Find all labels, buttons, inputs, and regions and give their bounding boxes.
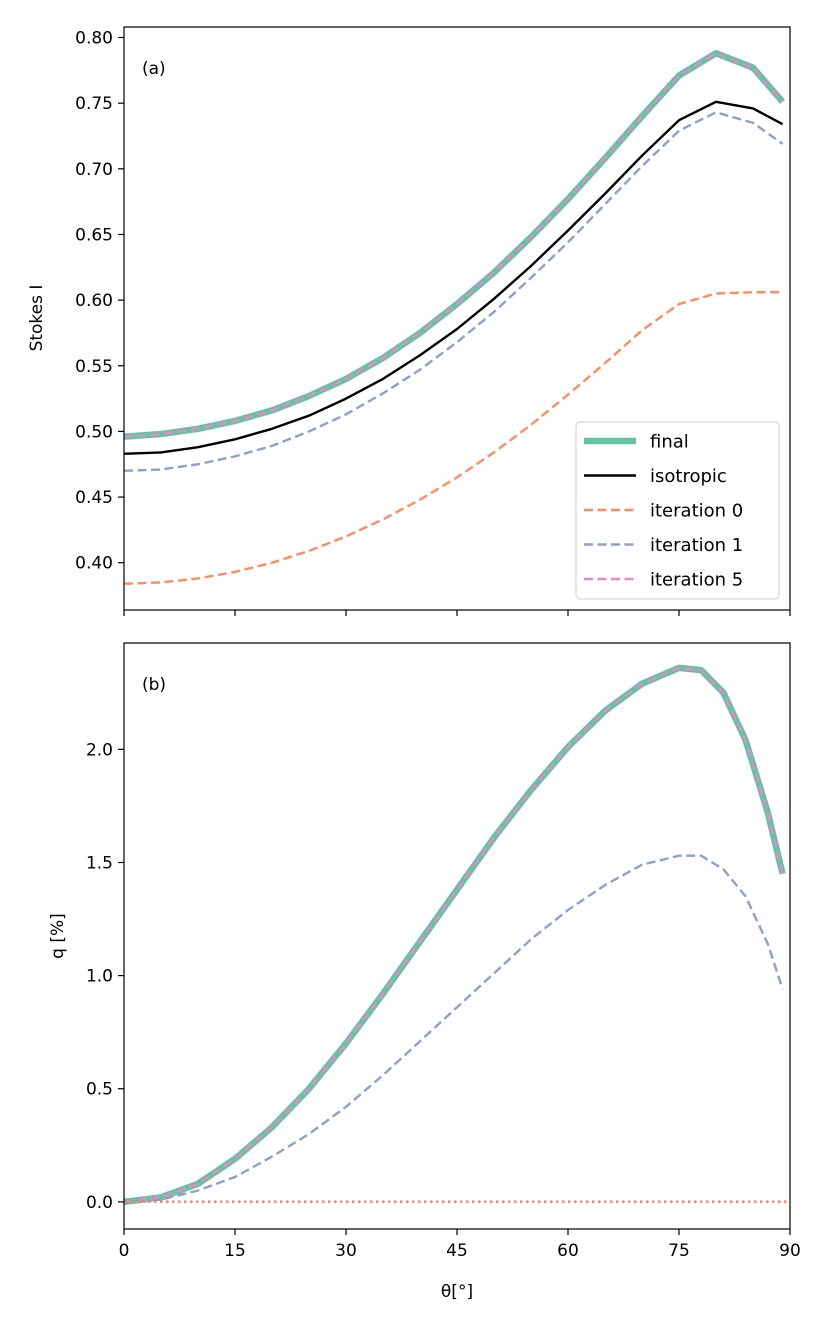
- panel-a-label: (a): [142, 59, 166, 79]
- series-line-iteration-1-a: [124, 111, 784, 473]
- y-tick-label-a: 0.70: [75, 160, 113, 180]
- y-tick-label-a: 0.65: [75, 225, 113, 245]
- x-tick-label-b: 0: [119, 1241, 130, 1261]
- y-tick-label-a: 0.40: [75, 554, 113, 574]
- x-tick-label-b: 60: [557, 1241, 579, 1261]
- x-tick-label-b: 75: [668, 1241, 690, 1261]
- series-line-iteration-5-a: [124, 52, 784, 438]
- panel-a: 0.40 0.45 0.50 0.55 0.60 0.65 0.70 0.75 0.80 (a)…: [27, 26, 791, 616]
- legend-label-final: final: [650, 432, 689, 453]
- y-tick-label-a: 0.45: [75, 488, 113, 508]
- series-line-iteration-1-b: [124, 854, 784, 1204]
- legend-label-isotropic: isotropic: [650, 466, 727, 487]
- x-tick-label-b: 45: [446, 1241, 468, 1261]
- y-tick-label-b: 2.0: [86, 740, 113, 760]
- panel-b: 0.0 0.5 1.0 1.5 2.0 0 15 30 45 60 75 90 (b) q [%] θ…: [48, 642, 801, 1302]
- legend-label-iteration-0: iteration 0: [650, 501, 743, 522]
- panel-b-frame: [123, 642, 791, 1230]
- y-tick-label-b: 0.5: [86, 1080, 113, 1100]
- y-tick-label-b: 0.0: [86, 1193, 113, 1213]
- series-line-iteration-0-a: [124, 291, 783, 585]
- panel-b-xlabel: θ[°]: [441, 1282, 473, 1302]
- y-tick-label-a: 0.55: [75, 357, 113, 377]
- legend-label-iteration-5: iteration 5: [650, 570, 743, 591]
- legend-frame: [575, 421, 780, 600]
- series-line-final-b: [124, 664, 786, 1206]
- legend-label-iteration-1: iteration 1: [650, 535, 743, 556]
- series-line-iteration-5-b: [124, 666, 784, 1204]
- x-tick-label-b: 30: [335, 1241, 357, 1261]
- series-line-final-a: [124, 50, 786, 440]
- y-tick-label-a: 0.50: [75, 422, 113, 442]
- y-tick-label-b: 1.0: [86, 967, 113, 987]
- x-tick-label-b: 15: [224, 1241, 246, 1261]
- y-tick-label-a: 0.60: [75, 291, 113, 311]
- x-tick-label-b: 90: [779, 1241, 801, 1261]
- panel-b-label: (b): [142, 675, 166, 695]
- y-tick-label-b: 1.5: [86, 853, 113, 873]
- panel-b-ylabel: q [%]: [48, 913, 68, 959]
- y-tick-label-a: 0.75: [75, 94, 113, 114]
- series-line-isotropic-a: [124, 100, 784, 455]
- panel-a-ylabel: Stokes I: [27, 285, 47, 352]
- y-tick-label-a: 0.80: [75, 29, 113, 49]
- legend: final isotropic iteration 0 iteration 1 iter…: [575, 421, 780, 600]
